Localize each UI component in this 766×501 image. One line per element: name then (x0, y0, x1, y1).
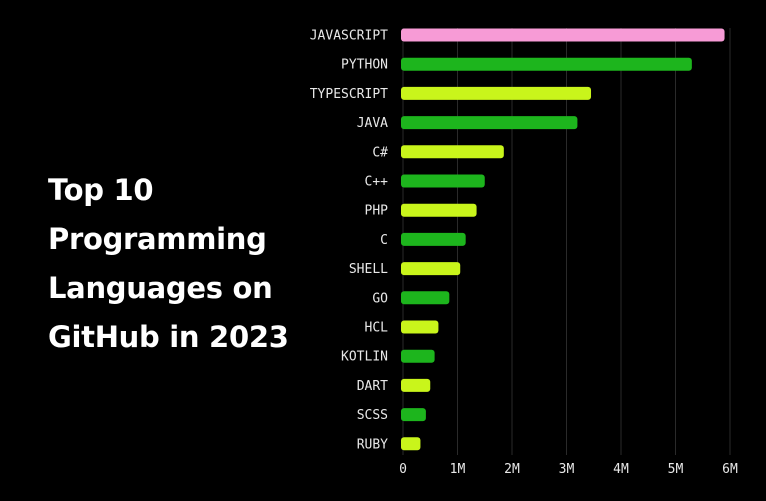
bar-c (401, 232, 466, 246)
bar-hcl (401, 320, 439, 334)
bar-php (401, 203, 477, 217)
category-label: KOTLIN (341, 350, 388, 365)
title-line: Languages on (48, 271, 273, 305)
title-line: GitHub in 2023 (48, 320, 289, 354)
category-label: TYPESCRIPT (310, 87, 388, 102)
bar-c (401, 174, 485, 188)
bar-scss (401, 408, 426, 422)
x-tick-label: 5M (668, 462, 684, 477)
category-label: C (380, 233, 388, 248)
category-label: GO (372, 291, 388, 306)
bars (401, 28, 725, 451)
x-tick-label: 4M (613, 462, 629, 477)
title-line: Programming (48, 222, 267, 256)
x-tick-label: 3M (559, 462, 575, 477)
x-tick-label: 6M (722, 462, 738, 477)
bar-python (401, 57, 692, 71)
category-label: JAVA (357, 116, 388, 131)
bar-ruby (401, 437, 421, 451)
category-label: DART (357, 379, 388, 394)
category-labels: JAVASCRIPTPYTHONTYPESCRIPTJAVAC#C++PHPCS… (310, 29, 388, 453)
bar-dart (401, 378, 431, 392)
bar-kotlin (401, 349, 435, 363)
category-label: JAVASCRIPT (310, 29, 388, 44)
category-label: SHELL (349, 262, 388, 277)
bar-java (401, 116, 578, 130)
category-label: PYTHON (341, 58, 388, 73)
bar-javascript (401, 28, 725, 42)
category-label: C# (372, 145, 388, 160)
title-line: Top 10 (48, 173, 154, 207)
chart-title: Top 10 Programming Languages on GitHub i… (48, 166, 289, 362)
x-tick-label: 1M (450, 462, 466, 477)
x-tick-label: 0 (399, 462, 407, 477)
category-label: SCSS (357, 408, 388, 423)
x-tick-label: 2M (504, 462, 520, 477)
category-label: HCL (365, 321, 389, 336)
x-axis-ticks: 0 1M 2M 3M 4M 5M 6M (399, 462, 738, 477)
bar-go (401, 291, 450, 305)
bar-shell (401, 262, 461, 276)
bar-typescript (401, 86, 592, 100)
category-label: C++ (365, 175, 389, 190)
bar-c (401, 145, 504, 159)
category-label: PHP (365, 204, 389, 219)
category-label: RUBY (357, 437, 388, 452)
